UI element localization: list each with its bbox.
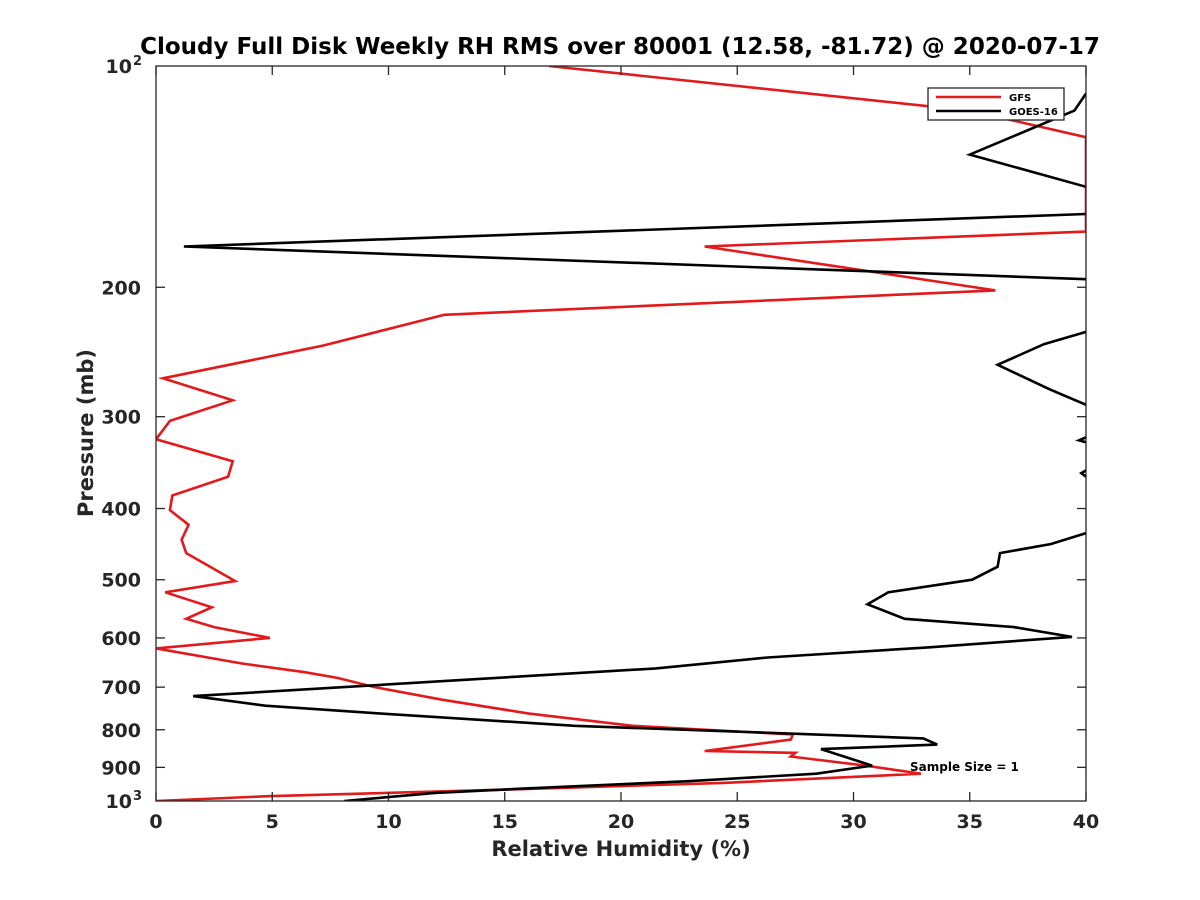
x-tick-label: 35 (957, 811, 983, 833)
y-tick-label-min: 10 (106, 56, 132, 78)
y-axis-label: Pressure (mb) (74, 349, 98, 517)
x-tick-label: 0 (149, 811, 162, 833)
y-tick-label: 400 (101, 499, 141, 521)
x-tick-label: 30 (840, 811, 866, 833)
x-axis-label: Relative Humidity (%) (491, 837, 750, 861)
x-tick-label: 15 (492, 811, 518, 833)
y-tick-label-min-exponent: 2 (133, 54, 142, 69)
y-tick-label: 700 (101, 677, 141, 699)
y-tick-label-max-exponent: 3 (133, 789, 142, 804)
x-tick-label: 25 (724, 811, 750, 833)
legend: GFS GOES-16 (927, 87, 1065, 121)
series-layer (156, 66, 1086, 801)
y-tick-label: 800 (101, 720, 141, 742)
x-tick-label: 10 (375, 811, 401, 833)
y-tick-label: 200 (101, 277, 141, 299)
series-line-goes-16 (183, 92, 1086, 801)
x-tick-label: 5 (266, 811, 279, 833)
y-tick-label: 300 (101, 407, 141, 429)
y-tick-label: 500 (101, 570, 141, 592)
x-tick-label: 40 (1073, 811, 1099, 833)
ticks-layer: 0 5 10 15 20 25 30 35 40 200 300 400 500 600 700 800 900… (101, 54, 1099, 833)
y-tick-label: 600 (101, 628, 141, 650)
legend-box (927, 87, 1065, 121)
y-tick-label-max: 10 (106, 791, 132, 813)
y-tick-label: 900 (101, 757, 141, 779)
legend-gfs-label: GFS (1009, 93, 1031, 104)
x-tick-label: 20 (608, 811, 634, 833)
series-line-gfs (156, 66, 1086, 801)
legend-goes-label: GOES-16 (1009, 107, 1058, 118)
sample-size-annotation: Sample Size = 1 (910, 760, 1019, 774)
chart-title: Cloudy Full Disk Weekly RH RMS over 8000… (140, 34, 1100, 60)
